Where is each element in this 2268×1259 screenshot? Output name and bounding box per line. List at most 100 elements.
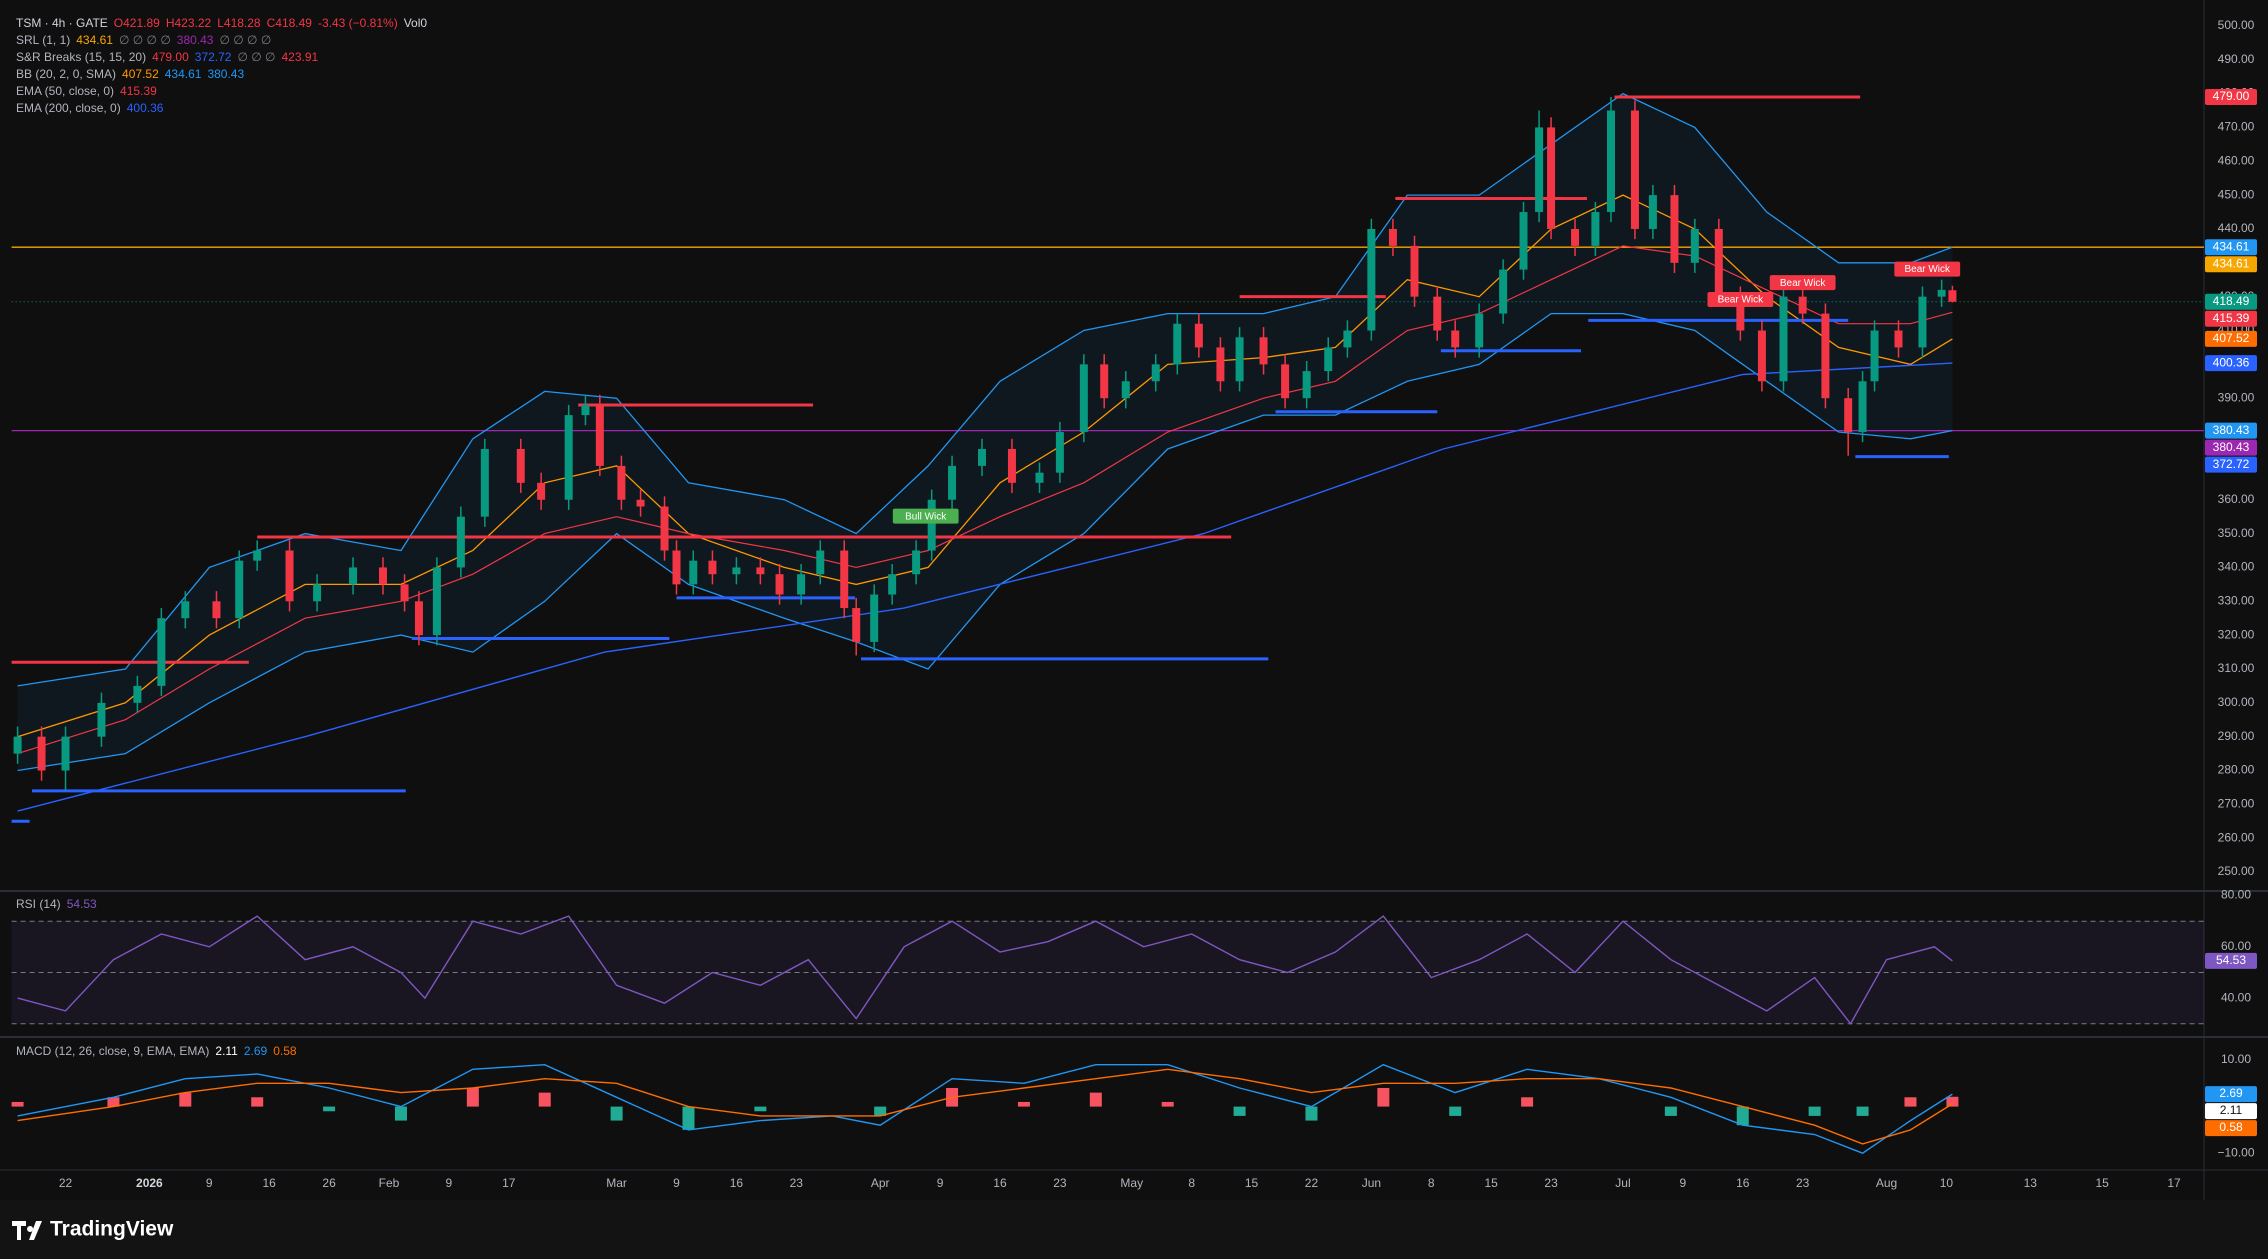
- x-tick-label: 10: [1940, 1176, 1954, 1190]
- y-tick-label: 390.00: [2218, 390, 2255, 404]
- y-tick-label: 290.00: [2218, 729, 2255, 743]
- candle-body: [1324, 347, 1333, 372]
- candle-body: [1451, 330, 1460, 348]
- price-tag: [2205, 1086, 2257, 1103]
- price-tag-label: 434.61: [2213, 239, 2250, 253]
- candle-body: [1194, 323, 1203, 348]
- candle-body: [1918, 296, 1927, 348]
- legend-item: EMA (200, close, 0): [16, 101, 121, 115]
- legend-row: BB (20, 2, 0, SMA) 407.52 434.61 380.43: [16, 67, 244, 81]
- candle-body: [617, 465, 626, 500]
- x-tick-label: 16: [993, 1176, 1007, 1190]
- x-tick-label: 23: [1796, 1176, 1810, 1190]
- x-tick-label: 9: [1680, 1176, 1687, 1190]
- price-tag-label: 479.00: [2213, 89, 2250, 103]
- macd-histogram-bar: [1808, 1106, 1821, 1116]
- candle-body: [456, 516, 465, 568]
- price-tag-label: 372.72: [2213, 457, 2250, 471]
- x-tick-label: Jul: [1615, 1176, 1630, 1190]
- candle-body: [1948, 290, 1957, 302]
- x-tick-label: 15: [1484, 1176, 1498, 1190]
- candle-body: [1035, 472, 1044, 483]
- macd-histogram-bar: [1161, 1101, 1174, 1107]
- candle-body: [1499, 269, 1508, 314]
- candle-body: [1630, 110, 1639, 229]
- legend-item: Vol0: [404, 16, 428, 30]
- x-tick-label: Feb: [379, 1176, 400, 1190]
- bb-fill: [17, 93, 1953, 771]
- legend-item: BB (20, 2, 0, SMA): [16, 67, 116, 81]
- legend-item: 479.00: [152, 50, 189, 64]
- y-tick-label: 350.00: [2218, 526, 2255, 540]
- brand-logo[interactable]: TradingView: [12, 1218, 174, 1241]
- x-tick-label: 17: [2167, 1176, 2181, 1190]
- candle-body: [660, 506, 669, 551]
- candle-body: [708, 560, 717, 575]
- price-tag: [2205, 1120, 2257, 1137]
- y-tick-label: 460.00: [2218, 153, 2255, 167]
- legend-item: 380.43: [177, 33, 214, 47]
- y-tick-label: −10.00: [2217, 1145, 2254, 1159]
- candle-body: [1798, 296, 1807, 314]
- legend-item: ∅ ∅ ∅ ∅: [219, 33, 271, 47]
- candle-body: [1547, 127, 1556, 229]
- price-tag: [2205, 456, 2257, 473]
- rsi-line: [17, 915, 1953, 1025]
- signal-label-bg: [1769, 275, 1836, 291]
- price-tag: [2205, 355, 2257, 372]
- legend-item: H423.22: [166, 16, 212, 30]
- macd-histogram-bar: [11, 1101, 24, 1107]
- price-tag: [2205, 256, 2257, 273]
- price-tag: [2205, 952, 2257, 969]
- candle-body: [133, 685, 142, 703]
- candle-body: [13, 736, 22, 754]
- candle-body: [672, 550, 681, 585]
- y-tick-label: 490.00: [2218, 52, 2255, 66]
- candle-body: [61, 736, 70, 771]
- candle-body: [978, 448, 987, 466]
- macd-histogram-bar: [1089, 1092, 1102, 1107]
- price-tag: [2205, 330, 2257, 347]
- candle-body: [378, 567, 387, 585]
- y-tick-label: 450.00: [2218, 187, 2255, 201]
- price-tag-label: 380.43: [2213, 423, 2250, 437]
- price-tag: [2205, 310, 2257, 327]
- candle-body: [1858, 381, 1867, 433]
- x-tick-label: Aug: [1876, 1176, 1897, 1190]
- macd-histogram-bar: [754, 1106, 767, 1112]
- y-tick-label: 330.00: [2218, 593, 2255, 607]
- candle-body: [1079, 364, 1088, 433]
- candle-body: [1007, 448, 1016, 483]
- candle-body: [181, 601, 190, 619]
- candle-body: [1519, 212, 1528, 270]
- y-tick-label: 60.00: [2221, 939, 2251, 953]
- legend-item: -3.43 (−0.81%): [318, 16, 398, 30]
- y-tick-label: 500.00: [2218, 18, 2255, 32]
- y-tick-label: 80.00: [2221, 888, 2251, 902]
- brand-name: TradingView: [50, 1218, 174, 1241]
- candle-body: [756, 567, 765, 575]
- price-tag-label: 54.53: [2216, 953, 2246, 967]
- macd-histogram-bar: [1856, 1106, 1869, 1116]
- legend-row: EMA (200, close, 0) 400.36: [16, 101, 164, 115]
- y-tick-label: 300.00: [2218, 695, 2255, 709]
- legend-item: 423.91: [282, 50, 319, 64]
- candle-body: [912, 550, 921, 575]
- candle-body: [948, 465, 957, 500]
- legend-row: SRL (1, 1) 434.61 ∅ ∅ ∅ ∅ 380.43 ∅ ∅ ∅ ∅: [16, 33, 271, 47]
- price-tag: [2205, 239, 2257, 256]
- candle-body: [1121, 381, 1130, 399]
- x-tick-label: 16: [730, 1176, 744, 1190]
- candle-body: [1475, 313, 1484, 348]
- candle-body: [1821, 313, 1830, 399]
- candle-body: [852, 608, 861, 642]
- logo-icon: [12, 1221, 42, 1240]
- candle-body: [313, 584, 322, 602]
- x-tick-label: 22: [59, 1176, 73, 1190]
- signal-line: [17, 1068, 1953, 1145]
- legend-item: 54.53: [67, 897, 97, 911]
- legend-item: RSI (14): [16, 897, 61, 911]
- x-tick-label: 8: [1188, 1176, 1195, 1190]
- macd-histogram-bar: [1736, 1106, 1749, 1126]
